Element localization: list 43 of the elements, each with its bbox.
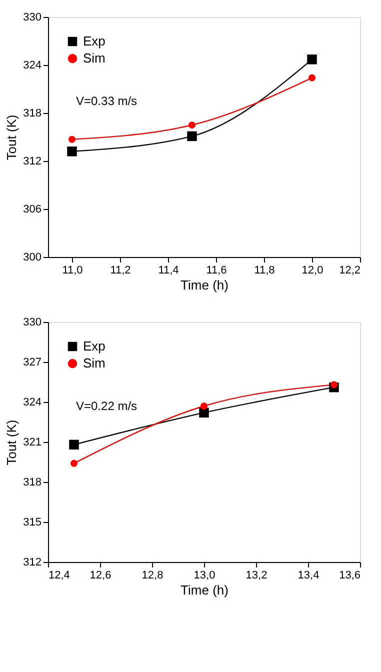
y-tick-label: 312 (23, 556, 42, 568)
x-tick-label: 11,2 (110, 264, 131, 276)
point (308, 74, 316, 82)
x-tick-label: 12,4 (48, 570, 70, 582)
y-tick-label: 318 (23, 108, 42, 120)
x-tick-label: 12,2 (339, 264, 360, 276)
legend-label: Exp (83, 34, 106, 48)
x-tick-label: 11,4 (158, 264, 179, 276)
x-tick-label: 11,8 (254, 264, 275, 276)
point (67, 146, 77, 156)
x-tick-label: 13,4 (298, 570, 320, 582)
point (188, 121, 196, 129)
legend-label: Sim (83, 356, 106, 370)
annotation: V=0.33 m/s (76, 94, 138, 108)
x-tick-label: 12,6 (90, 570, 112, 582)
x-tick-label: 11,0 (62, 264, 83, 276)
y-tick-label: 312 (23, 156, 42, 168)
y-tick-label: 321 (23, 436, 42, 448)
legend-label: Exp (83, 338, 106, 354)
y-tick-label: 324 (23, 396, 42, 408)
y-tick-label: 318 (23, 476, 42, 488)
x-axis-title: Time (h) (180, 582, 228, 598)
point (307, 54, 317, 64)
y-tick-label: 306 (23, 204, 42, 216)
y-tick-label: 315 (23, 516, 42, 528)
x-tick-label: 11,6 (206, 264, 227, 276)
y-axis-title: Tout (K) (4, 420, 20, 466)
y-tick-label: 327 (23, 356, 42, 368)
y-tick-label: 330 (23, 12, 42, 24)
point (68, 136, 76, 143)
y-tick-label: 324 (23, 60, 42, 72)
y-tick-label: 300 (23, 252, 42, 264)
annotation: V=0.22 m/s (76, 399, 138, 413)
point (187, 131, 197, 142)
y-axis-title: Tout (K) (4, 114, 20, 160)
x-tick-label: 13,2 (246, 570, 268, 582)
x-tick-label: 12,0 (302, 264, 324, 276)
y-tick-label: 330 (23, 316, 42, 328)
x-tick-label: 12,8 (142, 570, 164, 582)
x-tick-label: 13,6 (339, 570, 360, 582)
legend-label: Sim (83, 50, 106, 66)
x-tick-label: 13,0 (194, 570, 216, 582)
x-axis-title: Time (h) (180, 278, 228, 292)
